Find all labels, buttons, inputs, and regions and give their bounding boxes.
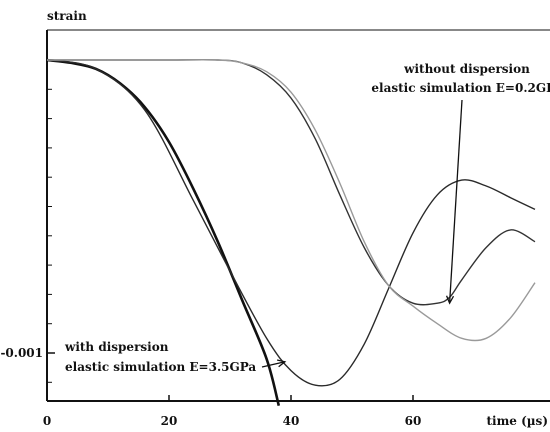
annotation-text: with dispersion bbox=[64, 340, 169, 354]
annotation-1: without dispersion elastic simulation E=0… bbox=[371, 62, 550, 305]
x-axis-label: time (µs) bbox=[486, 414, 548, 428]
annotation-arrowhead bbox=[445, 295, 455, 305]
series-line-3 bbox=[47, 59, 536, 306]
x-ticks: 0 20 40 60 bbox=[43, 395, 422, 428]
annotation-text: elastic simulation E=0.2GPa bbox=[371, 81, 550, 95]
y-ticks: -0.001 bbox=[0, 346, 55, 360]
x-tick-label: 40 bbox=[283, 414, 300, 428]
series-layer bbox=[46, 58, 536, 407]
x-tick-label: 60 bbox=[405, 414, 422, 428]
x-tick-label: 20 bbox=[161, 414, 178, 428]
annotation-arrow bbox=[261, 361, 286, 368]
annotation-text: without dispersion bbox=[403, 62, 530, 76]
y-tick-label: -0.001 bbox=[0, 346, 43, 360]
series-line-4 bbox=[47, 59, 536, 342]
x-tick-label: 0 bbox=[43, 414, 51, 428]
annotation-arrow bbox=[448, 99, 463, 304]
annotation-text: elastic simulation E=3.5GPa bbox=[65, 360, 256, 374]
annotation-arrowhead bbox=[276, 359, 287, 368]
axes bbox=[46, 29, 550, 402]
annotation-2: with dispersion elastic simulation E=3.5G… bbox=[64, 340, 287, 374]
series-line-2 bbox=[46, 59, 536, 387]
annotation-layer: without dispersion elastic simulation E=0… bbox=[64, 62, 550, 374]
y-axis-label: strain bbox=[47, 9, 87, 23]
